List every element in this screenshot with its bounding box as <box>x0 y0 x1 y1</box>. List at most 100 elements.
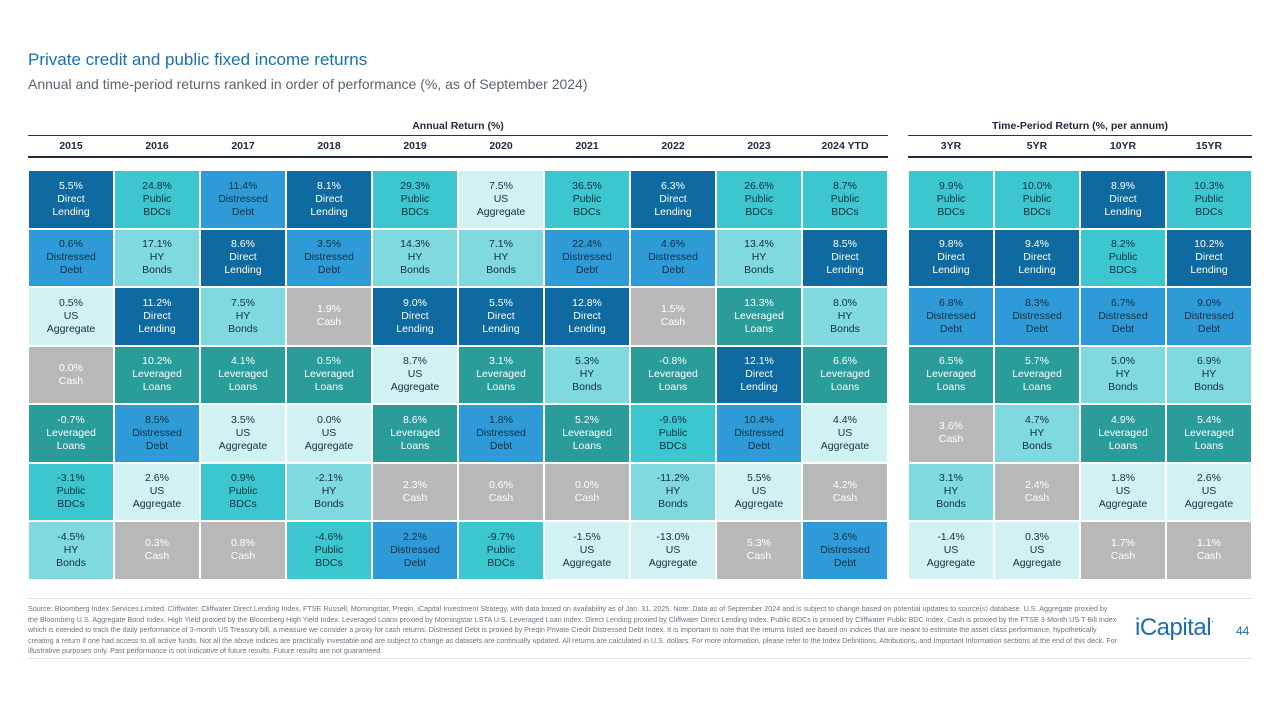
return-value: 3.5% <box>317 238 341 251</box>
return-cell: 8.9% Direct Lending <box>1080 170 1166 229</box>
return-value: 8.0% <box>833 296 857 309</box>
asset-class-label: Public BDCs <box>1194 192 1224 218</box>
return-cell: 3.5% Distressed Debt <box>286 228 372 287</box>
return-value: 5.3% <box>575 355 599 368</box>
asset-class-label: Leveraged Loans <box>926 368 976 394</box>
period-returns-grid: 9.9% Public BDCs 9.8% Direct Lending 6.8% Dis… <box>908 170 1252 580</box>
column-header-10yr: 10YR <box>1109 140 1137 152</box>
return-value: 17.1% <box>142 238 172 251</box>
asset-class-label: Distressed Debt <box>390 543 440 569</box>
return-cell: -13.0% US Aggregate <box>630 521 716 580</box>
return-cell: -0.8% Leveraged Loans <box>630 345 716 404</box>
asset-class-label: Distressed Debt <box>218 192 268 218</box>
return-cell: 0.6% Cash <box>458 462 544 521</box>
asset-class-label: Public BDCs <box>56 485 86 511</box>
return-cell: 0.0% Cash <box>544 462 630 521</box>
return-value: -0.8% <box>659 355 687 368</box>
return-cell: 1.7% Cash <box>1080 521 1166 580</box>
return-cell: 1.8% US Aggregate <box>1080 462 1166 521</box>
asset-class-label: Cash <box>488 491 514 504</box>
return-value: 6.6% <box>833 355 857 368</box>
period-group-label: Time-Period Return (%, per annum) <box>992 120 1168 132</box>
page-subtitle: Annual and time-period returns ranked in… <box>28 76 588 92</box>
asset-class-label: US Aggregate <box>476 192 526 218</box>
column-header-2018: 2018 <box>317 140 341 152</box>
asset-class-label: US Aggregate <box>926 543 976 569</box>
asset-class-label: Public BDCs <box>572 192 602 218</box>
return-cell: 1.5% Cash <box>630 287 716 346</box>
asset-class-label: Direct Lending <box>482 309 520 335</box>
return-value: 4.6% <box>661 238 685 251</box>
return-value: 36.5% <box>572 179 602 192</box>
asset-class-label: Distressed Debt <box>734 426 784 452</box>
footer-rule-bottom <box>28 658 1252 659</box>
return-cell: 29.3% Public BDCs <box>372 170 458 229</box>
asset-class-label: Direct Lending <box>396 309 434 335</box>
asset-class-label: Cash <box>660 316 686 329</box>
asset-class-label: HY Bonds <box>142 251 172 277</box>
return-cell: 8.5% Distressed Debt <box>114 404 200 463</box>
return-cell: 22.4% Distressed Debt <box>544 228 630 287</box>
return-value: 0.0% <box>317 413 341 426</box>
return-value: 11.4% <box>228 179 258 192</box>
asset-class-label: Cash <box>832 491 858 504</box>
return-value: 8.6% <box>403 413 427 426</box>
asset-class-label: Distressed Debt <box>820 543 870 569</box>
return-cell: 0.0% Cash <box>28 345 114 404</box>
return-cell: 2.6% US Aggregate <box>114 462 200 521</box>
asset-class-label: Leveraged Loans <box>476 368 526 394</box>
return-cell: 3.1% Leveraged Loans <box>458 345 544 404</box>
return-cell: 12.8% Direct Lending <box>544 287 630 346</box>
return-cell: 4.2% Cash <box>802 462 888 521</box>
column-header-15yr: 15YR <box>1195 140 1223 152</box>
return-value: -13.0% <box>656 530 690 543</box>
asset-class-label: Leveraged Loans <box>734 309 784 335</box>
return-value: 4.4% <box>833 413 857 426</box>
return-cell: 17.1% HY Bonds <box>114 228 200 287</box>
return-value: 1.9% <box>317 303 341 316</box>
return-cell: 6.6% Leveraged Loans <box>802 345 888 404</box>
logo-text: iCapital <box>1135 614 1212 641</box>
period-group-rule <box>908 135 1252 136</box>
return-value: -9.7% <box>487 530 515 543</box>
return-value: 10.0% <box>1022 179 1052 192</box>
asset-class-label: US Aggregate <box>132 485 182 511</box>
return-value: 12.1% <box>744 355 774 368</box>
return-cell: 10.2% Direct Lending <box>1166 228 1252 287</box>
return-cell: -4.5% HY Bonds <box>28 521 114 580</box>
return-value: 2.6% <box>1197 472 1221 485</box>
return-cell: -9.7% Public BDCs <box>458 521 544 580</box>
page-title: Private credit and public fixed income r… <box>28 50 368 69</box>
return-cell: 8.0% HY Bonds <box>802 287 888 346</box>
asset-class-label: Distressed Debt <box>926 309 976 335</box>
asset-class-label: Leveraged Loans <box>820 368 870 394</box>
asset-class-label: Distressed Debt <box>562 251 612 277</box>
asset-class-label: Public BDCs <box>400 192 430 218</box>
return-value: 24.8% <box>142 179 172 192</box>
return-value: 26.6% <box>744 179 774 192</box>
return-cell: 3.1% HY Bonds <box>908 462 994 521</box>
return-cell: 10.4% Distressed Debt <box>716 404 802 463</box>
asset-class-label: Direct Lending <box>568 309 606 335</box>
return-cell: 5.3% Cash <box>716 521 802 580</box>
column-header-2015: 2015 <box>59 140 83 152</box>
return-cell: 8.7% US Aggregate <box>372 345 458 404</box>
asset-class-label: HY Bonds <box>228 309 258 335</box>
asset-class-label: Leveraged Loans <box>1012 368 1062 394</box>
return-cell: 10.2% Leveraged Loans <box>114 345 200 404</box>
return-value: 13.4% <box>744 238 774 251</box>
column-header-2021: 2021 <box>575 140 599 152</box>
return-value: 8.5% <box>145 413 169 426</box>
return-value: 10.2% <box>1194 238 1224 251</box>
annual-group-rule <box>28 135 888 136</box>
asset-class-label: Public BDCs <box>1108 251 1138 277</box>
asset-class-label: Direct Lending <box>654 192 692 218</box>
return-value: 7.5% <box>231 296 255 309</box>
asset-class-label: US Aggregate <box>648 543 698 569</box>
return-cell: 24.8% Public BDCs <box>114 170 200 229</box>
return-cell: 8.6% Leveraged Loans <box>372 404 458 463</box>
return-value: 1.8% <box>489 413 513 426</box>
asset-class-label: Public BDCs <box>744 192 774 218</box>
asset-class-label: HY Bonds <box>936 485 966 511</box>
return-value: 10.2% <box>142 355 172 368</box>
